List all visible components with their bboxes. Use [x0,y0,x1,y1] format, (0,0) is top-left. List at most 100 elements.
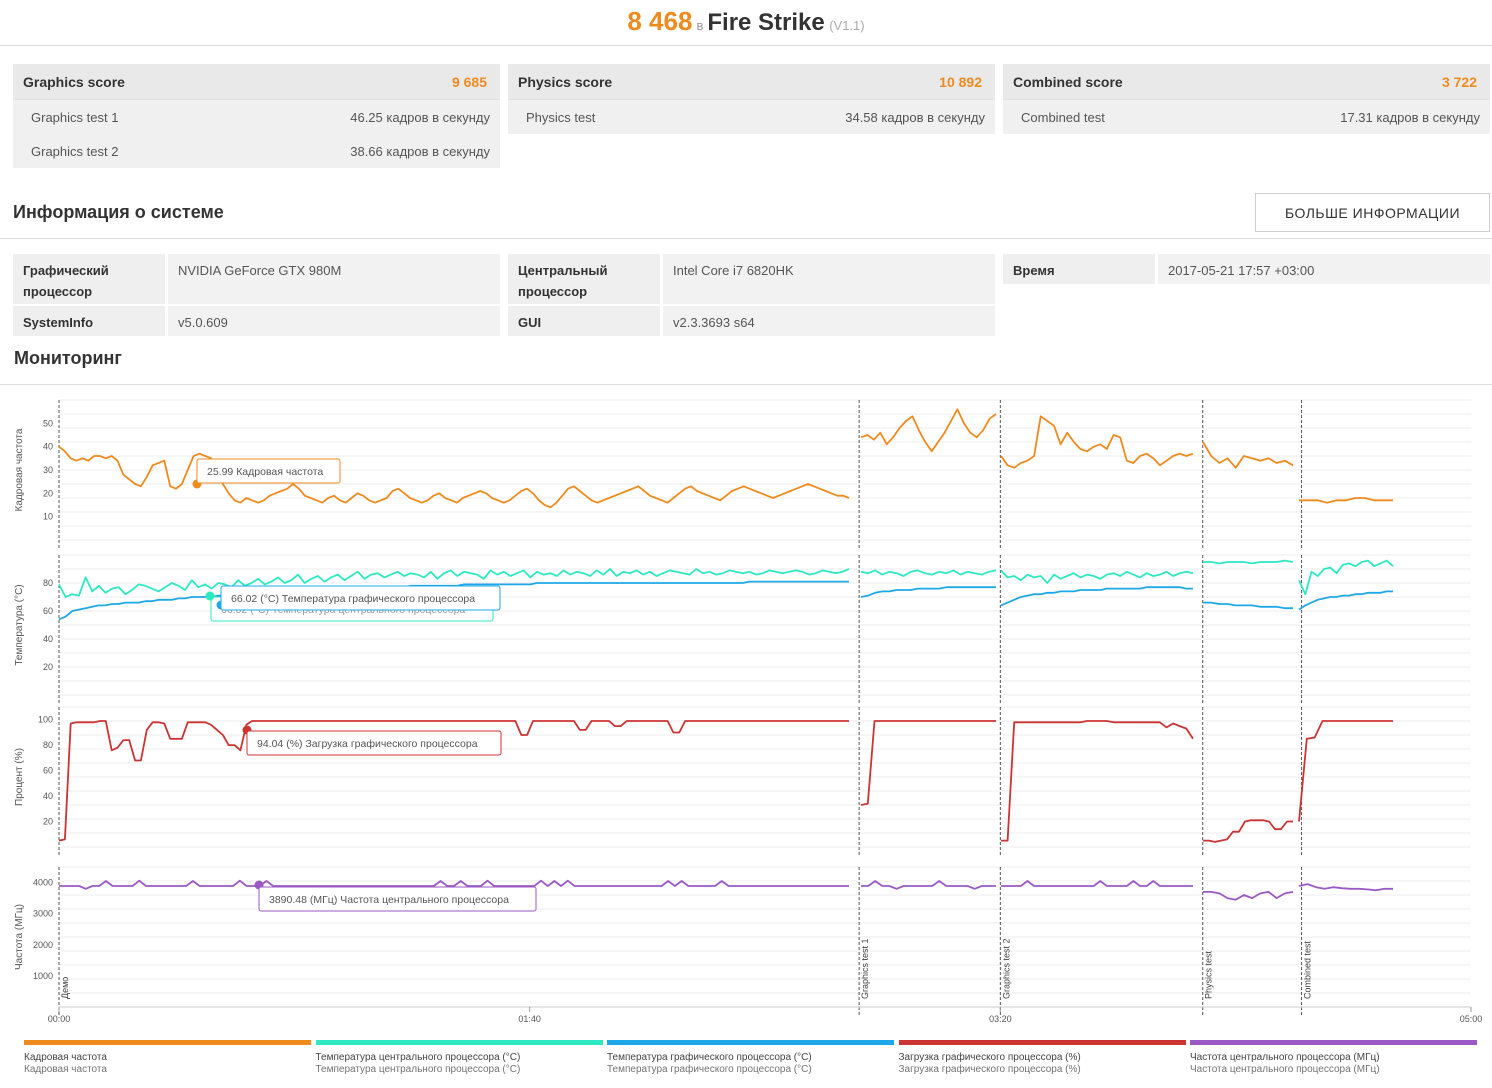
series-line-cpu_freq [1203,890,1294,901]
x-tick-label: 05:00 [1460,1014,1483,1024]
y-tick-label: 4000 [33,878,53,888]
graphics-test-1-label: Graphics test 1 [31,109,119,125]
gpu-temp-tooltip-text: 66.02 (°C) Температура графического проц… [231,593,475,605]
y-tick-label: 60 [43,766,53,776]
legend-label: Загрузка графического процессора (%) [898,1052,1081,1063]
cpu-value: Intel Core i7 6820HK [663,254,995,304]
graphics-test-1-row: Graphics test 1 46.25 кадров в секунду [13,100,500,134]
systeminfo-value: v5.0.609 [168,306,500,336]
series-line-fps [1202,441,1294,469]
cpu-freq-tooltip-text: 3890.48 (МГц) Частота центрального проце… [269,894,509,906]
legend-label: Частота центрального процессора (МГц) [1190,1052,1380,1063]
graphics-test-2-label: Graphics test 2 [31,143,119,159]
page-header: 8 468 в Fire Strike (V1.1) [0,0,1492,46]
gpu-value: NVIDIA GeForce GTX 980M [168,254,500,304]
graphics-score-header: Graphics score 9 685 [13,64,500,100]
series-line-fps [860,408,997,453]
combined-score-panel: Combined score 3 722 Combined test 17.31… [1003,64,1490,134]
legend-item-gpu_temp[interactable]: Температура графического процессора (°C)… [607,1040,894,1075]
series-line-cpu_temp [860,569,997,577]
series-line-gpu_load [1203,819,1293,843]
graphics-test-2-row: Graphics test 2 38.66 кадров в секунду [13,134,500,168]
systeminfo-label: SystemInfo [13,306,165,336]
series-line-gpu_temp [860,586,996,598]
y-tick-label: 30 [43,465,53,475]
series-line-gpu_temp [1203,601,1293,610]
legend-label: Кадровая частота [24,1052,107,1063]
section-label: Graphics test 1 [860,938,870,999]
y-tick-label: 40 [43,791,53,801]
series-line-cpu_temp [1298,559,1394,596]
fps-tooltip-text: 25.99 Кадровая частота [207,466,323,478]
fps-tooltip-box [196,458,341,484]
cpu-freq-tooltip-box [258,886,537,912]
legend-swatch [24,1040,311,1045]
graphics-score-value: 9 685 [451,73,487,90]
section-label: Демо [60,977,70,999]
section-label: Combined test [1303,940,1313,999]
combined-score-header: Combined score 3 722 [1003,64,1490,100]
legend-item-cpu_temp[interactable]: Температура центрального процессора (°C)… [315,1040,603,1075]
overall-score: 8 468 [627,6,693,36]
series-line-cpu_temp [1203,559,1294,565]
legend-label: Температура центрального процессора (°C) [315,1052,521,1063]
y-tick-label: 100 [38,715,53,725]
series-line-cpu_freq [1298,883,1393,892]
monitoring-chart[interactable]: 10 20 30 40 50 Кадровая частота 20 40 60 80 Темпер… [0,385,1492,1025]
section-label: Physics test [1204,950,1214,999]
gpu-label: Графический процессор [13,254,165,304]
x-tick-label: 03:20 [989,1014,1012,1024]
combined-test-value: 17.31 кадров в секунду [1340,109,1480,125]
combined-score-title: Combined score [1013,73,1123,90]
y-axis-label: Процент (%) [14,748,25,806]
y-tick-label: 40 [43,634,53,644]
more-info-button[interactable]: БОЛЬШЕ ИНФОРМАЦИИ [1255,193,1490,232]
benchmark-name: Fire Strike [707,9,825,36]
gui-value: v2.3.3693 s64 [663,306,995,336]
gpu-load-tooltip-box [246,730,502,756]
legend-swatch [898,1040,1186,1045]
legend-item-gpu_load[interactable]: Загрузка графического процессора (%) Загр… [898,1040,1186,1075]
combined-score-value: 3 722 [1441,73,1477,90]
series-line-fps [1299,497,1393,504]
y-tick-label: 50 [43,418,53,428]
gpu-load-tooltip-text: 94.04 (%) Загрузка графического процессо… [257,738,478,750]
legend-item-fps[interactable]: Кадровая частота Кадровая частота [24,1040,311,1075]
series-line-gpu_temp [1000,586,1193,607]
cpu-temp-tooltip-marker [205,591,215,601]
legend-label-shadow: Частота центрального процессора (МГц) [1190,1064,1380,1075]
y-tick-label: 20 [43,817,53,827]
graphics-score-panel: Graphics score 9 685 Graphics test 1 46.… [13,64,500,168]
graphics-test-2-value: 38.66 кадров в секунду [350,143,490,159]
series-line-cpu_freq [59,879,849,890]
legend-item-cpu_freq[interactable]: Частота центрального процессора (МГц) Час… [1190,1040,1477,1075]
monitoring-divider [0,384,1492,385]
y-tick-label: 1000 [33,971,53,981]
y-axis-label: Температура (°C) [14,584,25,665]
y-tick-label: 10 [43,512,53,522]
x-tick-label: 01:40 [518,1014,541,1024]
y-tick-label: 20 [43,488,53,498]
legend-label: Температура графического процессора (°C) [607,1052,812,1063]
time-value: 2017-05-21 17:57 +03:00 [1158,254,1490,284]
benchmark-version: (V1.1) [829,18,865,33]
legend-label-shadow: Загрузка графического процессора (%) [898,1064,1081,1075]
combined-test-row: Combined test 17.31 кадров в секунду [1003,100,1490,134]
y-axis-label: Частота (МГц) [14,904,25,970]
graphics-score-title: Graphics score [23,73,125,90]
physics-test-row: Physics test 34.58 кадров в секунду [508,100,995,134]
legend-swatch [315,1040,603,1045]
time-label: Время [1003,254,1155,284]
y-axis-label: Кадровая частота [14,428,25,511]
physics-test-label: Physics test [526,109,596,125]
series-line-cpu_freq [861,880,996,890]
cpu-label: Центральный процессор [508,254,660,304]
legend-label-shadow: Температура графического процессора (°C) [607,1064,812,1075]
score-panels: Graphics score 9 685 Graphics test 1 46.… [13,64,1490,172]
series-line-gpu_load [58,720,849,842]
in-word: в [696,18,704,33]
gui-label: GUI [508,306,660,336]
y-tick-label: 40 [43,442,53,452]
legend-swatch [607,1040,894,1045]
x-tick-label: 00:00 [48,1014,71,1024]
